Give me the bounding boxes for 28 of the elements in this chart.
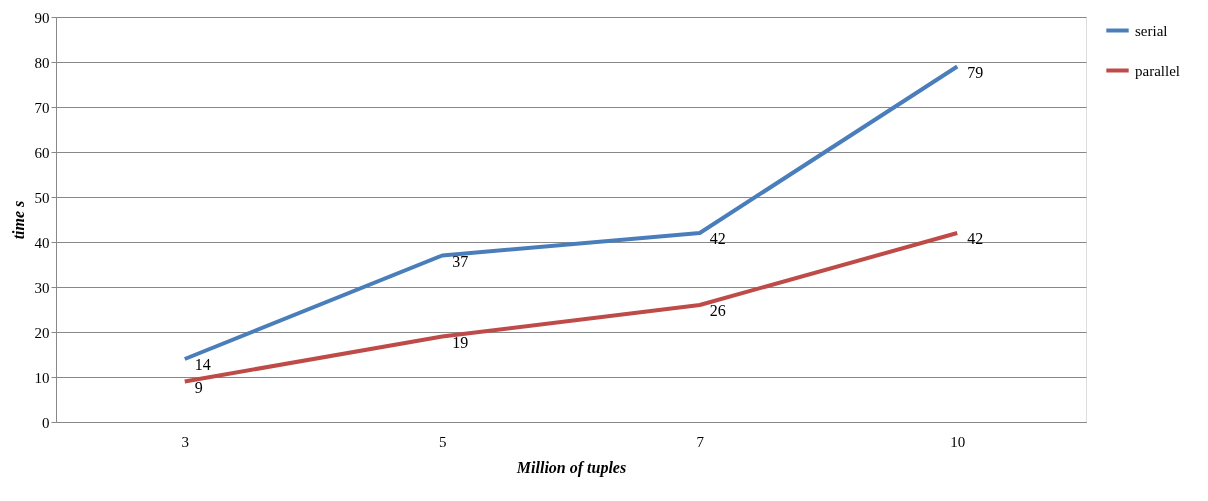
data-label: 19 [452, 333, 469, 351]
y-tick-label: 30 [34, 279, 50, 296]
y-tick-label: 80 [34, 54, 50, 71]
x-axis-title: Million of tuples [515, 458, 627, 477]
x-tick-label: 7 [696, 433, 705, 450]
y-tick-label: 90 [34, 9, 50, 26]
data-label: 42 [709, 230, 726, 247]
x-tick-label: 5 [439, 433, 447, 450]
data-label: 42 [967, 230, 984, 247]
y-tick-label: 40 [34, 234, 50, 251]
y-tick-label: 60 [34, 144, 50, 161]
x-tick-label: 3 [181, 433, 189, 450]
line-series [182, 231, 960, 384]
y-tick-label: 0 [42, 414, 50, 431]
y-axis-title: time s [9, 200, 27, 240]
data-label: 37 [452, 252, 469, 270]
line-series [182, 64, 960, 361]
y-tick-label: 70 [34, 99, 50, 116]
y-tick-label: 10 [34, 369, 50, 386]
data-label: 79 [967, 63, 984, 81]
legend-label: parallel [1135, 62, 1180, 79]
data-label: 9 [194, 378, 203, 396]
y-tick-label: 50 [34, 189, 50, 206]
data-label: 26 [709, 302, 726, 319]
legend-label: serial [1135, 22, 1168, 39]
data-label: 14 [194, 356, 211, 373]
x-tick-label: 10 [950, 433, 966, 450]
y-tick-label: 20 [34, 324, 50, 341]
